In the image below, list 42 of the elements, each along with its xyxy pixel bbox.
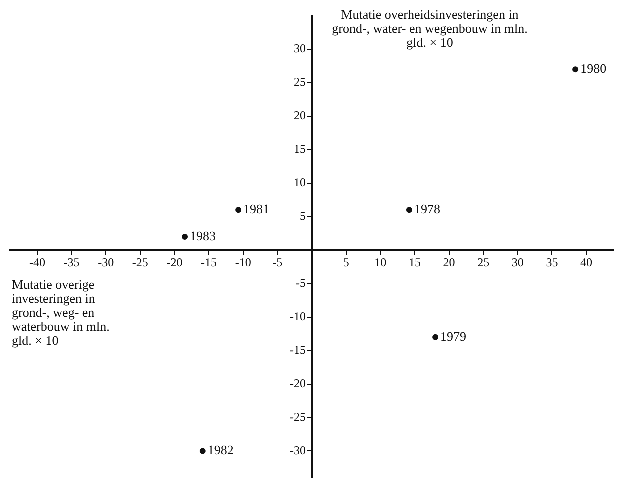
x-tick-label: -40 bbox=[29, 256, 46, 270]
y-tick-label: -30 bbox=[290, 443, 306, 458]
point bbox=[406, 207, 412, 214]
annotation: 1979 bbox=[440, 328, 467, 344]
x-tick-label: -35 bbox=[64, 256, 80, 270]
annotation: 1982 bbox=[208, 442, 234, 458]
x-tick-label: 25 bbox=[478, 256, 490, 270]
y-tick-label: 20 bbox=[294, 108, 306, 123]
x-tick-label: 40 bbox=[580, 256, 593, 270]
point bbox=[572, 66, 579, 73]
annotation: 1981 bbox=[244, 202, 270, 217]
x-tick-label: 15 bbox=[408, 256, 421, 270]
y-tick-label: 5 bbox=[300, 209, 306, 224]
y-tick-label: 15 bbox=[294, 142, 306, 156]
y-tick-label: 25 bbox=[294, 75, 306, 90]
x-tick-label: 30 bbox=[512, 256, 524, 270]
x-tick-label: -5 bbox=[272, 256, 283, 270]
x-tick-label: -30 bbox=[98, 256, 114, 270]
point bbox=[182, 234, 188, 240]
annotation: 1983 bbox=[190, 228, 216, 244]
point bbox=[236, 207, 242, 214]
x-tick-label: -20 bbox=[166, 256, 183, 270]
point bbox=[200, 448, 206, 454]
x-tick-label: 5 bbox=[343, 256, 350, 270]
annotation: 1978 bbox=[414, 202, 440, 217]
annotation: 1980 bbox=[580, 60, 607, 76]
x-tick-label: 10 bbox=[374, 256, 387, 270]
y-tick-label: 10 bbox=[294, 176, 306, 190]
x-axis-title: Mutatie overige investeringen in grond-, weg- en waterbouw in mln. gld. × 10 bbox=[12, 277, 111, 348]
y-axis-title: Mutatie overheidsinvesteringen in grond-, water- en wegenbouw in mln. gld. × 10 bbox=[331, 7, 529, 50]
x-tick-label: 35 bbox=[546, 256, 558, 270]
y-tick-label: -20 bbox=[290, 376, 306, 390]
x-tick-label: 20 bbox=[443, 256, 456, 270]
y-tick-label: -5 bbox=[296, 276, 306, 290]
y-tick-label: -15 bbox=[290, 342, 306, 357]
y-tick-label: -25 bbox=[290, 410, 306, 424]
x-tick-label: -25 bbox=[132, 256, 148, 270]
y-tick-label: 30 bbox=[294, 42, 306, 56]
y-tick-label: -10 bbox=[290, 309, 306, 324]
x-tick-label: -10 bbox=[235, 256, 252, 270]
x-tick-label: -15 bbox=[201, 256, 218, 270]
point bbox=[432, 334, 439, 340]
